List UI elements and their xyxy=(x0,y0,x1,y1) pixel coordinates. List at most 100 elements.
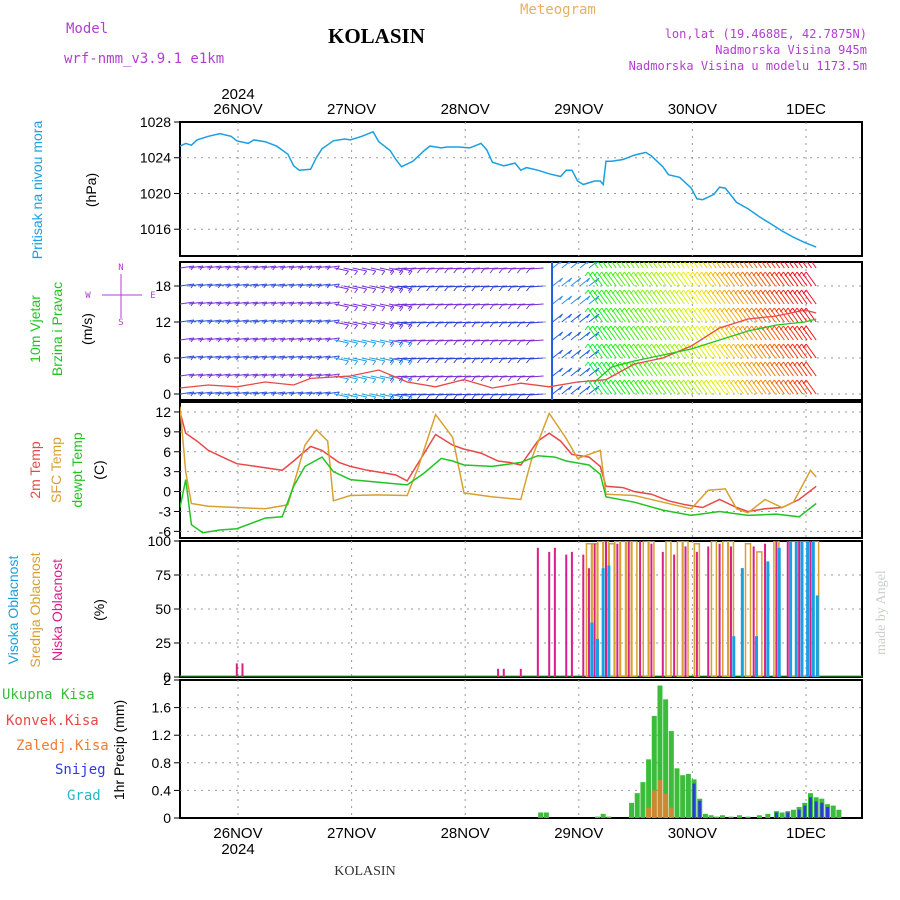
wind-barb xyxy=(614,325,626,341)
wind-barb xyxy=(752,262,758,269)
wind-barb-flag xyxy=(693,379,698,385)
wind-barb xyxy=(270,391,285,395)
low-cloud-bar xyxy=(650,543,653,677)
wind-barb xyxy=(628,343,640,359)
high-cloud-axis-label: Visoka Oblacnost xyxy=(5,556,21,665)
wind-barb-flag xyxy=(630,325,634,331)
wind-barb xyxy=(502,285,517,288)
wind-barb-flag xyxy=(680,307,684,313)
wind-barb-flag xyxy=(586,277,591,283)
wind-barb xyxy=(802,262,808,269)
wind-barb-flag xyxy=(602,325,607,331)
wind-barb-flag xyxy=(775,271,780,277)
wind-barb xyxy=(755,307,767,323)
wind-barb xyxy=(783,325,794,341)
wind-barb-flag xyxy=(621,307,625,313)
high-cloud-bar xyxy=(815,595,819,677)
wind-barb xyxy=(343,285,358,290)
wind-barb-flag xyxy=(670,361,675,367)
wind-barb xyxy=(307,355,322,359)
wind-barb xyxy=(180,265,195,269)
wind-barb xyxy=(651,271,663,287)
wind-barb-flag xyxy=(793,361,798,367)
wind-barb-flag xyxy=(725,361,730,367)
wind-barb xyxy=(520,375,535,378)
wind-barb xyxy=(511,267,526,270)
wind-barb xyxy=(628,289,640,305)
wind-barb-flag xyxy=(770,289,775,295)
wind-barb xyxy=(747,262,753,269)
wind-barb xyxy=(225,283,240,287)
wind-barb-flag xyxy=(739,361,743,367)
wind-barb-flag xyxy=(577,349,582,355)
wind-barb xyxy=(714,361,726,377)
wind-barb-flag xyxy=(798,325,803,331)
wind-barb xyxy=(614,289,626,305)
temperature-line xyxy=(180,406,817,514)
wind-barb xyxy=(760,271,772,287)
wind-barb-flag xyxy=(752,379,757,385)
wind-barb-flag xyxy=(435,286,440,292)
wind-barb-flag xyxy=(399,288,404,294)
wind-barb-flag xyxy=(354,360,358,366)
wind-barb-flag xyxy=(752,361,757,367)
wind-barb-flag xyxy=(707,289,712,295)
snow-bar xyxy=(797,809,801,818)
low-cloud-bar xyxy=(570,551,573,677)
wind-barb xyxy=(370,375,385,380)
wind-barb xyxy=(596,307,608,323)
wind-barb xyxy=(465,303,480,306)
wind-barb xyxy=(334,303,349,308)
wind-barb-flag xyxy=(426,268,430,274)
date-label-bottom: 30NOV xyxy=(668,825,717,842)
wind-barb-flag xyxy=(462,286,467,292)
wind-barb xyxy=(601,343,613,359)
y-tick-label: 0 xyxy=(163,386,171,402)
wind-barb xyxy=(687,325,699,341)
wind-barb xyxy=(552,349,563,359)
wind-barb xyxy=(742,307,753,323)
wind-barb-flag xyxy=(471,286,476,292)
wind-barb-flag xyxy=(444,394,449,400)
wind-barb-flag xyxy=(725,379,730,385)
low-cloud-bar xyxy=(593,543,596,677)
wind-barb xyxy=(778,325,790,341)
wind-barb xyxy=(520,267,535,270)
wind-barb xyxy=(502,357,517,360)
wind-barb-flag xyxy=(743,289,748,295)
wind-barb xyxy=(796,289,808,305)
wind-barb-flag xyxy=(586,367,591,373)
wind-barb xyxy=(778,379,790,395)
wind-barb-flag xyxy=(408,306,413,312)
wind-barb xyxy=(393,285,408,288)
wind-barb xyxy=(288,391,304,395)
wind-barb xyxy=(511,321,526,324)
wind-barb xyxy=(370,285,385,290)
wind-barb xyxy=(796,361,808,377)
wind-barb xyxy=(529,321,544,324)
wind-barb xyxy=(669,289,681,305)
wind-barb xyxy=(624,262,631,269)
wind-barb-flag xyxy=(670,307,675,313)
wind-barb xyxy=(601,271,613,287)
wind-barb-flag xyxy=(643,361,648,367)
wind-barb xyxy=(737,379,749,395)
wind-barb xyxy=(234,391,249,395)
wind-barb-flag xyxy=(526,268,530,274)
wind-barb xyxy=(252,391,267,395)
wind-barb xyxy=(605,361,617,377)
wind-barb xyxy=(592,325,603,341)
wind-barb xyxy=(529,375,544,378)
wind-barb xyxy=(592,379,603,395)
wind-barb xyxy=(429,393,444,396)
wind-barb-flag xyxy=(462,394,467,400)
wind-barb xyxy=(325,265,340,269)
wind-barb-flag xyxy=(598,271,603,277)
wind-barb xyxy=(783,343,794,359)
wind-barb-flag xyxy=(381,396,386,400)
wind-barb xyxy=(778,343,790,359)
wind-barb xyxy=(325,283,340,287)
wind-barb-flag xyxy=(648,343,653,349)
wind-barb xyxy=(325,391,340,395)
wind-barb xyxy=(792,379,803,395)
